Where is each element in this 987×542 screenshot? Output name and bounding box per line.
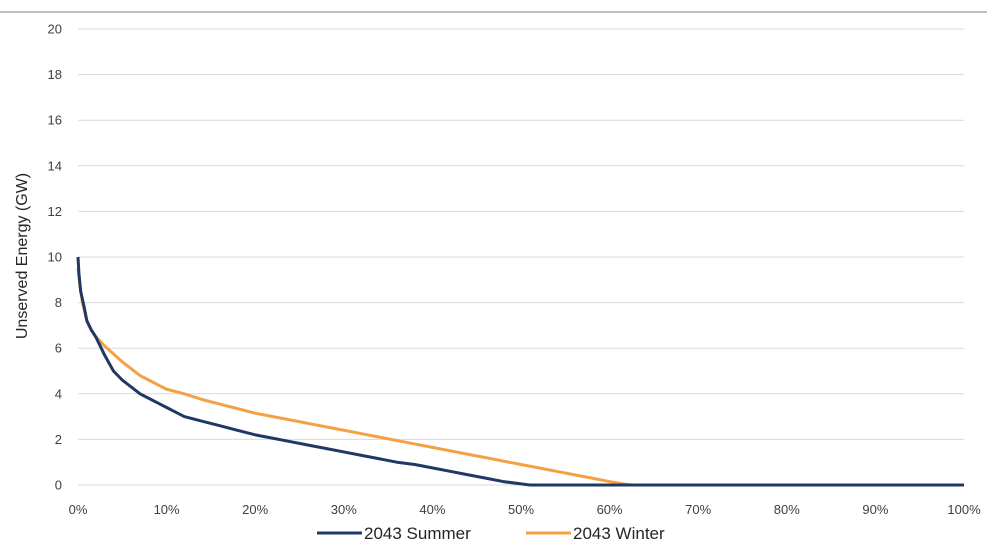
top-rule bbox=[0, 11, 987, 13]
y-tick-label: 8 bbox=[55, 295, 62, 310]
x-tick-label: 60% bbox=[597, 502, 623, 517]
x-tick-label: 30% bbox=[331, 502, 357, 517]
x-axis-ticks: 0% 10% 20% 30% 40% 50% 60% 70% 80% 90% 100% bbox=[69, 502, 981, 517]
y-tick-label: 16 bbox=[48, 113, 62, 128]
series-lines bbox=[76, 256, 964, 487]
y-axis-title: Unserved Energy (GW) bbox=[14, 173, 31, 339]
y-tick-label: 18 bbox=[48, 67, 62, 82]
y-tick-label: 0 bbox=[55, 478, 62, 493]
y-tick-label: 20 bbox=[48, 22, 62, 37]
x-tick-label: 70% bbox=[685, 502, 711, 517]
legend: 2043 Summer 2043 Winter bbox=[317, 524, 665, 542]
x-tick-label: 20% bbox=[242, 502, 268, 517]
legend-label-2043-winter: 2043 Winter bbox=[573, 524, 665, 542]
y-tick-label: 2 bbox=[55, 432, 62, 447]
y-tick-label: 6 bbox=[55, 341, 62, 356]
x-tick-label: 80% bbox=[774, 502, 800, 517]
gridlines bbox=[78, 28, 964, 486]
y-tick-label: 10 bbox=[48, 250, 62, 265]
x-tick-label: 50% bbox=[508, 502, 534, 517]
series-line-2043-summer bbox=[76, 256, 964, 487]
legend-label-2043-summer: 2043 Summer bbox=[364, 524, 471, 542]
y-tick-label: 4 bbox=[55, 386, 62, 401]
y-tick-label: 14 bbox=[48, 158, 62, 173]
x-tick-label: 90% bbox=[862, 502, 888, 517]
y-axis-ticks: 0 2 4 6 8 10 12 14 16 18 20 bbox=[48, 22, 62, 493]
x-tick-label: 100% bbox=[947, 502, 981, 517]
y-tick-label: 12 bbox=[48, 204, 62, 219]
x-tick-label: 0% bbox=[69, 502, 88, 517]
x-tick-label: 10% bbox=[154, 502, 180, 517]
series-line-2043-winter bbox=[76, 268, 964, 487]
x-tick-label: 40% bbox=[419, 502, 445, 517]
